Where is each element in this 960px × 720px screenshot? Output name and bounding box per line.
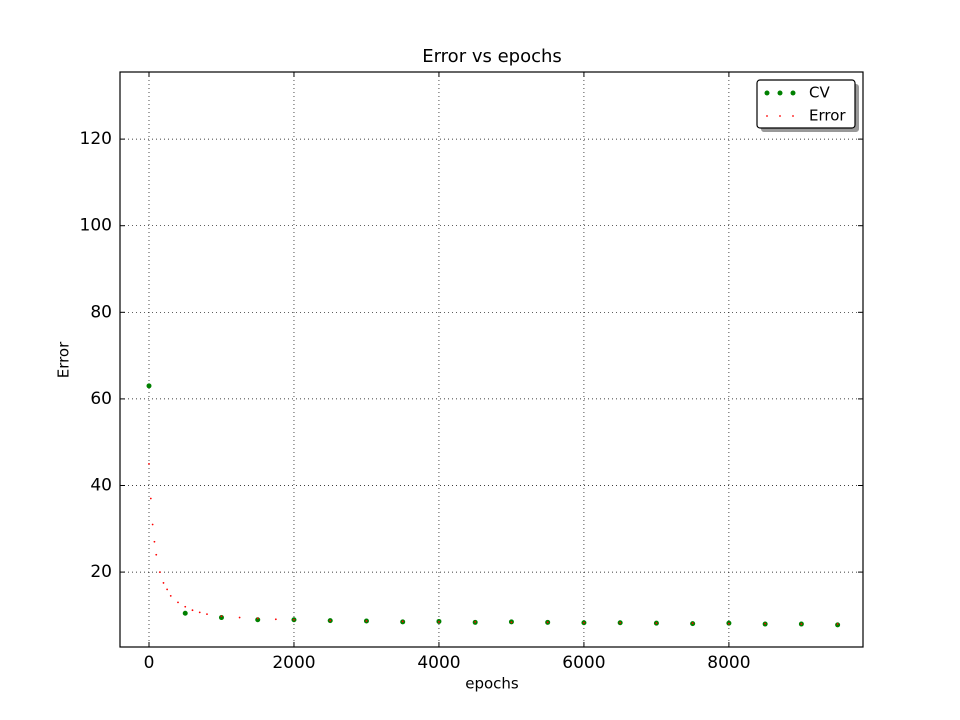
legend-marker [792,115,794,117]
legend-marker [764,90,770,96]
y-tick-label: 40 [90,475,112,495]
y-tick-label: 60 [90,389,112,409]
y-tick-label: 80 [90,302,112,322]
x-axis-label: epochs [465,675,519,693]
data-point [800,623,803,625]
data-point [206,613,208,615]
data-point [619,621,622,624]
data-point [274,618,277,621]
data-point [365,620,368,622]
data-point [166,588,169,591]
data-point [153,540,156,543]
data-point [255,617,261,623]
chart-title: Error vs epochs [422,46,562,67]
data-point [583,621,585,624]
data-point [238,616,241,619]
data-point [474,620,477,623]
x-tick-label: 4000 [417,653,460,673]
data-point [727,622,730,625]
x-tick-label: 8000 [707,653,750,673]
x-tick-label: 2000 [272,653,315,673]
data-point [177,601,179,604]
data-point [169,595,172,597]
data-point [438,620,440,623]
data-point [401,620,404,623]
data-point [836,623,839,625]
data-point [655,622,658,625]
y-tick-label: 120 [80,129,112,149]
x-tick-label: 0 [144,653,155,673]
plot-frame [119,71,864,648]
legend-label: Error [809,107,846,125]
legend-marker [779,115,781,117]
data-point [162,582,165,584]
data-point [329,619,332,622]
legend-marker [790,90,796,96]
data-point [182,610,188,616]
data-point [191,609,194,612]
data-point [148,462,150,465]
data-point [256,617,259,620]
y-tick-label: 100 [80,216,112,236]
data-point [220,615,223,618]
data-point [184,605,187,608]
data-point [691,622,694,625]
legend-marker [766,115,768,117]
y-tick-label: 20 [90,562,112,582]
data-point [151,523,154,526]
plot-area [146,383,841,628]
data-point [149,497,152,500]
data-point [218,615,224,621]
legend-marker [777,90,783,96]
data-point [155,553,158,556]
legend-label: CV [809,84,830,102]
data-point [293,618,295,621]
data-point [510,621,513,624]
data-point [158,571,161,573]
data-point [198,611,201,614]
data-point [764,622,767,625]
data-point [546,621,549,624]
x-tick-label: 6000 [562,653,605,673]
data-point [146,383,152,389]
y-axis-label: Error [55,341,73,378]
